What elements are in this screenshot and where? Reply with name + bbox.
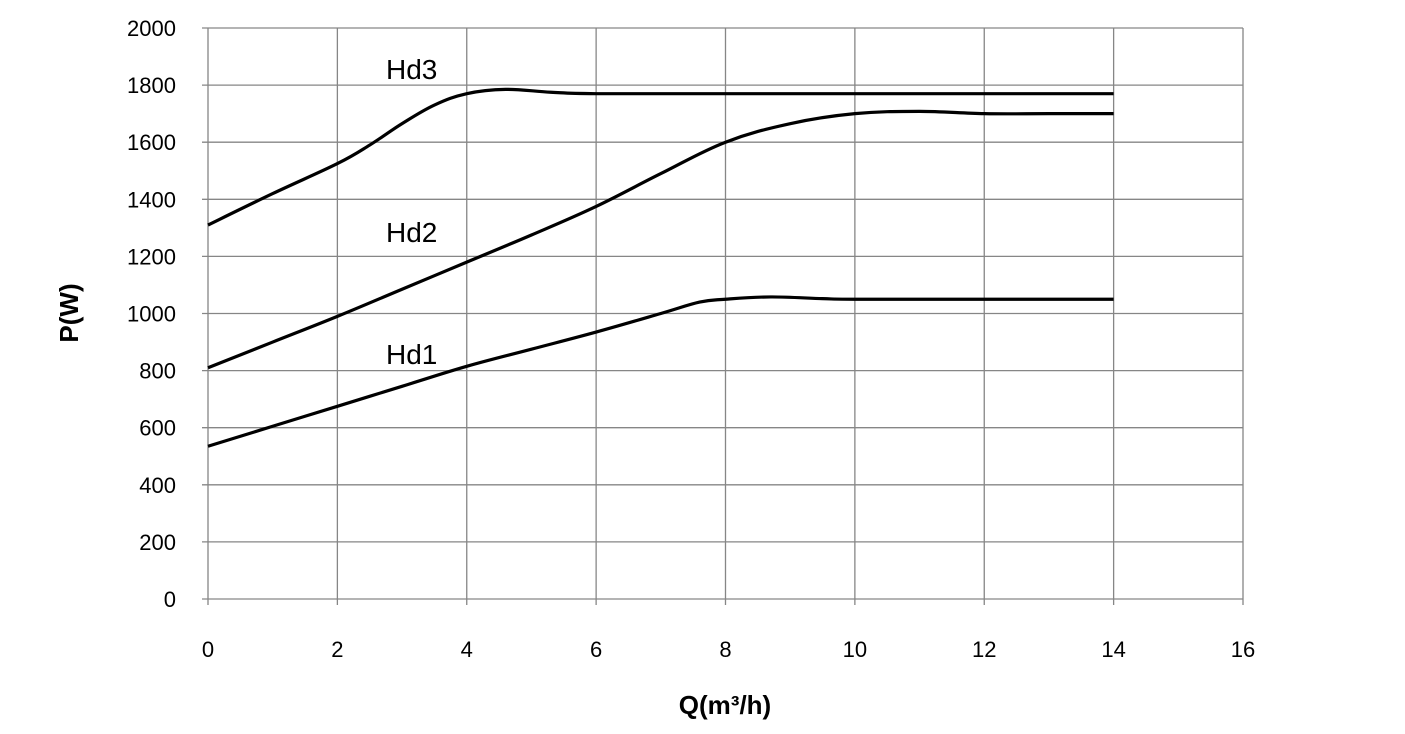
y-tick-label: 200 bbox=[139, 530, 176, 555]
x-tick-label: 4 bbox=[461, 637, 473, 662]
x-tick-label: 2 bbox=[331, 637, 343, 662]
x-tick-label: 12 bbox=[972, 637, 996, 662]
series-line-hd2 bbox=[207, 109, 1114, 370]
y-tick-label: 400 bbox=[139, 473, 176, 498]
y-tick-label: 800 bbox=[139, 359, 176, 384]
y-tick-label: 1200 bbox=[127, 244, 176, 269]
series-layer bbox=[207, 87, 1114, 448]
series-line-hd3 bbox=[207, 87, 1114, 227]
x-tick-label: 0 bbox=[202, 637, 214, 662]
series-label-hd1: Hd1 bbox=[386, 339, 437, 370]
y-tick-label: 0 bbox=[164, 587, 176, 612]
x-tick-label: 8 bbox=[719, 637, 731, 662]
x-tick-label: 14 bbox=[1101, 637, 1125, 662]
y-axis-title: P(W) bbox=[54, 283, 84, 342]
series-line-hd1 bbox=[207, 295, 1114, 448]
tick-layer: 0 200 400 600 800 1000 1200 1400 1600 1800 2000 0 2 4… bbox=[127, 16, 1255, 662]
y-tick-label: 1600 bbox=[127, 130, 176, 155]
x-tick-label: 6 bbox=[590, 637, 602, 662]
series-label-hd3: Hd3 bbox=[386, 54, 437, 85]
y-tick-label: 600 bbox=[139, 416, 176, 441]
x-axis-title: Q(m³/h) bbox=[679, 690, 771, 720]
x-tick-label: 16 bbox=[1231, 637, 1255, 662]
y-tick-label: 1400 bbox=[127, 187, 176, 212]
series-label-hd2: Hd2 bbox=[386, 217, 437, 248]
y-tick-label: 1800 bbox=[127, 73, 176, 98]
y-tick-label: 1000 bbox=[127, 302, 176, 327]
series-label-layer: Hd3 Hd2 Hd1 bbox=[386, 54, 437, 370]
x-tick-label: 10 bbox=[843, 637, 867, 662]
y-tick-label: 2000 bbox=[127, 16, 176, 41]
